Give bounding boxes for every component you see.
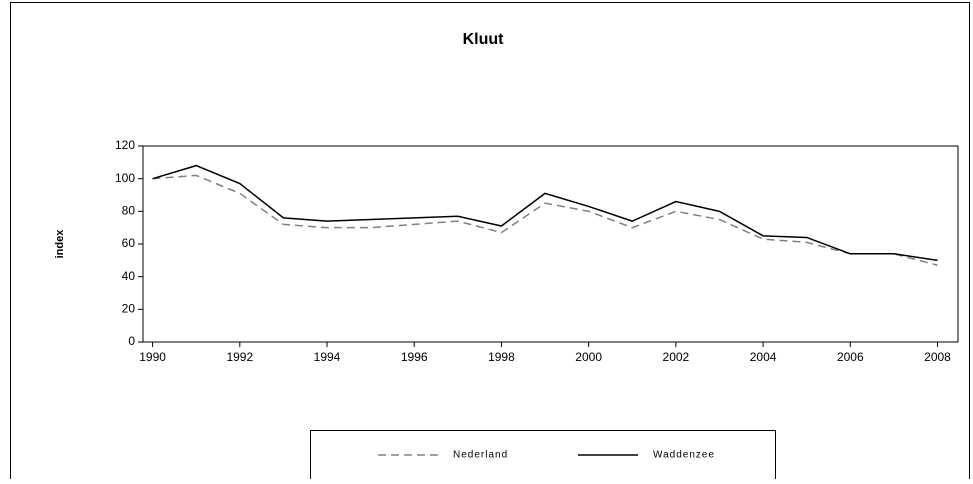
series-line <box>152 174 938 266</box>
x-tick-label: 2000 <box>575 350 602 364</box>
y-axis-label: index <box>54 229 66 259</box>
legend-box <box>310 430 776 484</box>
legend-label: Waddenzee <box>653 450 715 461</box>
legend-label: Nederland <box>453 450 508 461</box>
series-line <box>152 164 938 262</box>
y-tick-label: 120 <box>115 138 135 152</box>
x-tick-label: 1990 <box>139 350 166 364</box>
y-tick-label: 80 <box>122 204 136 218</box>
chart-title: Kluut <box>463 31 505 48</box>
x-tick-label: 2004 <box>750 350 777 364</box>
y-tick-label: 40 <box>122 269 136 283</box>
y-tick-label: 60 <box>122 236 136 250</box>
x-tick-label: 2008 <box>924 350 951 364</box>
chart-frame <box>10 2 970 484</box>
x-tick-label: 1994 <box>314 350 341 364</box>
x-tick-label: 2006 <box>837 350 864 364</box>
x-tick-label: 2002 <box>663 350 690 364</box>
x-tick-label: 1996 <box>401 350 428 364</box>
plot-area <box>142 145 959 343</box>
y-tick-label: 100 <box>115 171 135 185</box>
y-tick-label: 0 <box>128 334 135 348</box>
y-tick-label: 20 <box>122 302 136 316</box>
x-tick-label: 1998 <box>488 350 515 364</box>
x-tick-label: 1992 <box>226 350 253 364</box>
